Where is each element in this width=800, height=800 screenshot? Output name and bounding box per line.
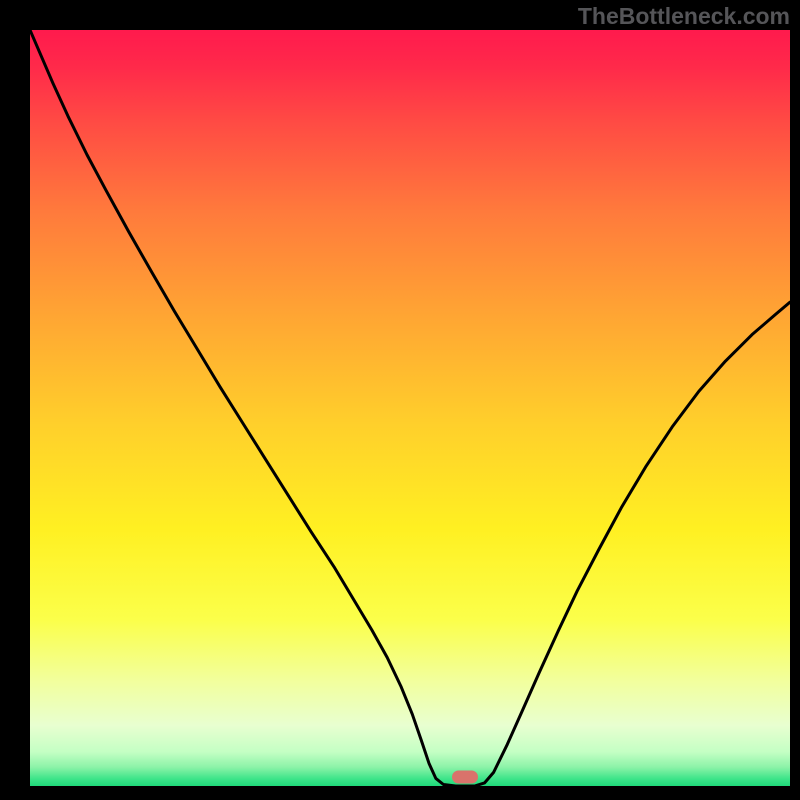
bottleneck-curve [30, 30, 790, 786]
plot-area [30, 30, 790, 786]
optimal-marker [452, 771, 478, 784]
watermark-label: TheBottleneck.com [578, 3, 790, 30]
chart-frame: TheBottleneck.com [0, 0, 800, 800]
